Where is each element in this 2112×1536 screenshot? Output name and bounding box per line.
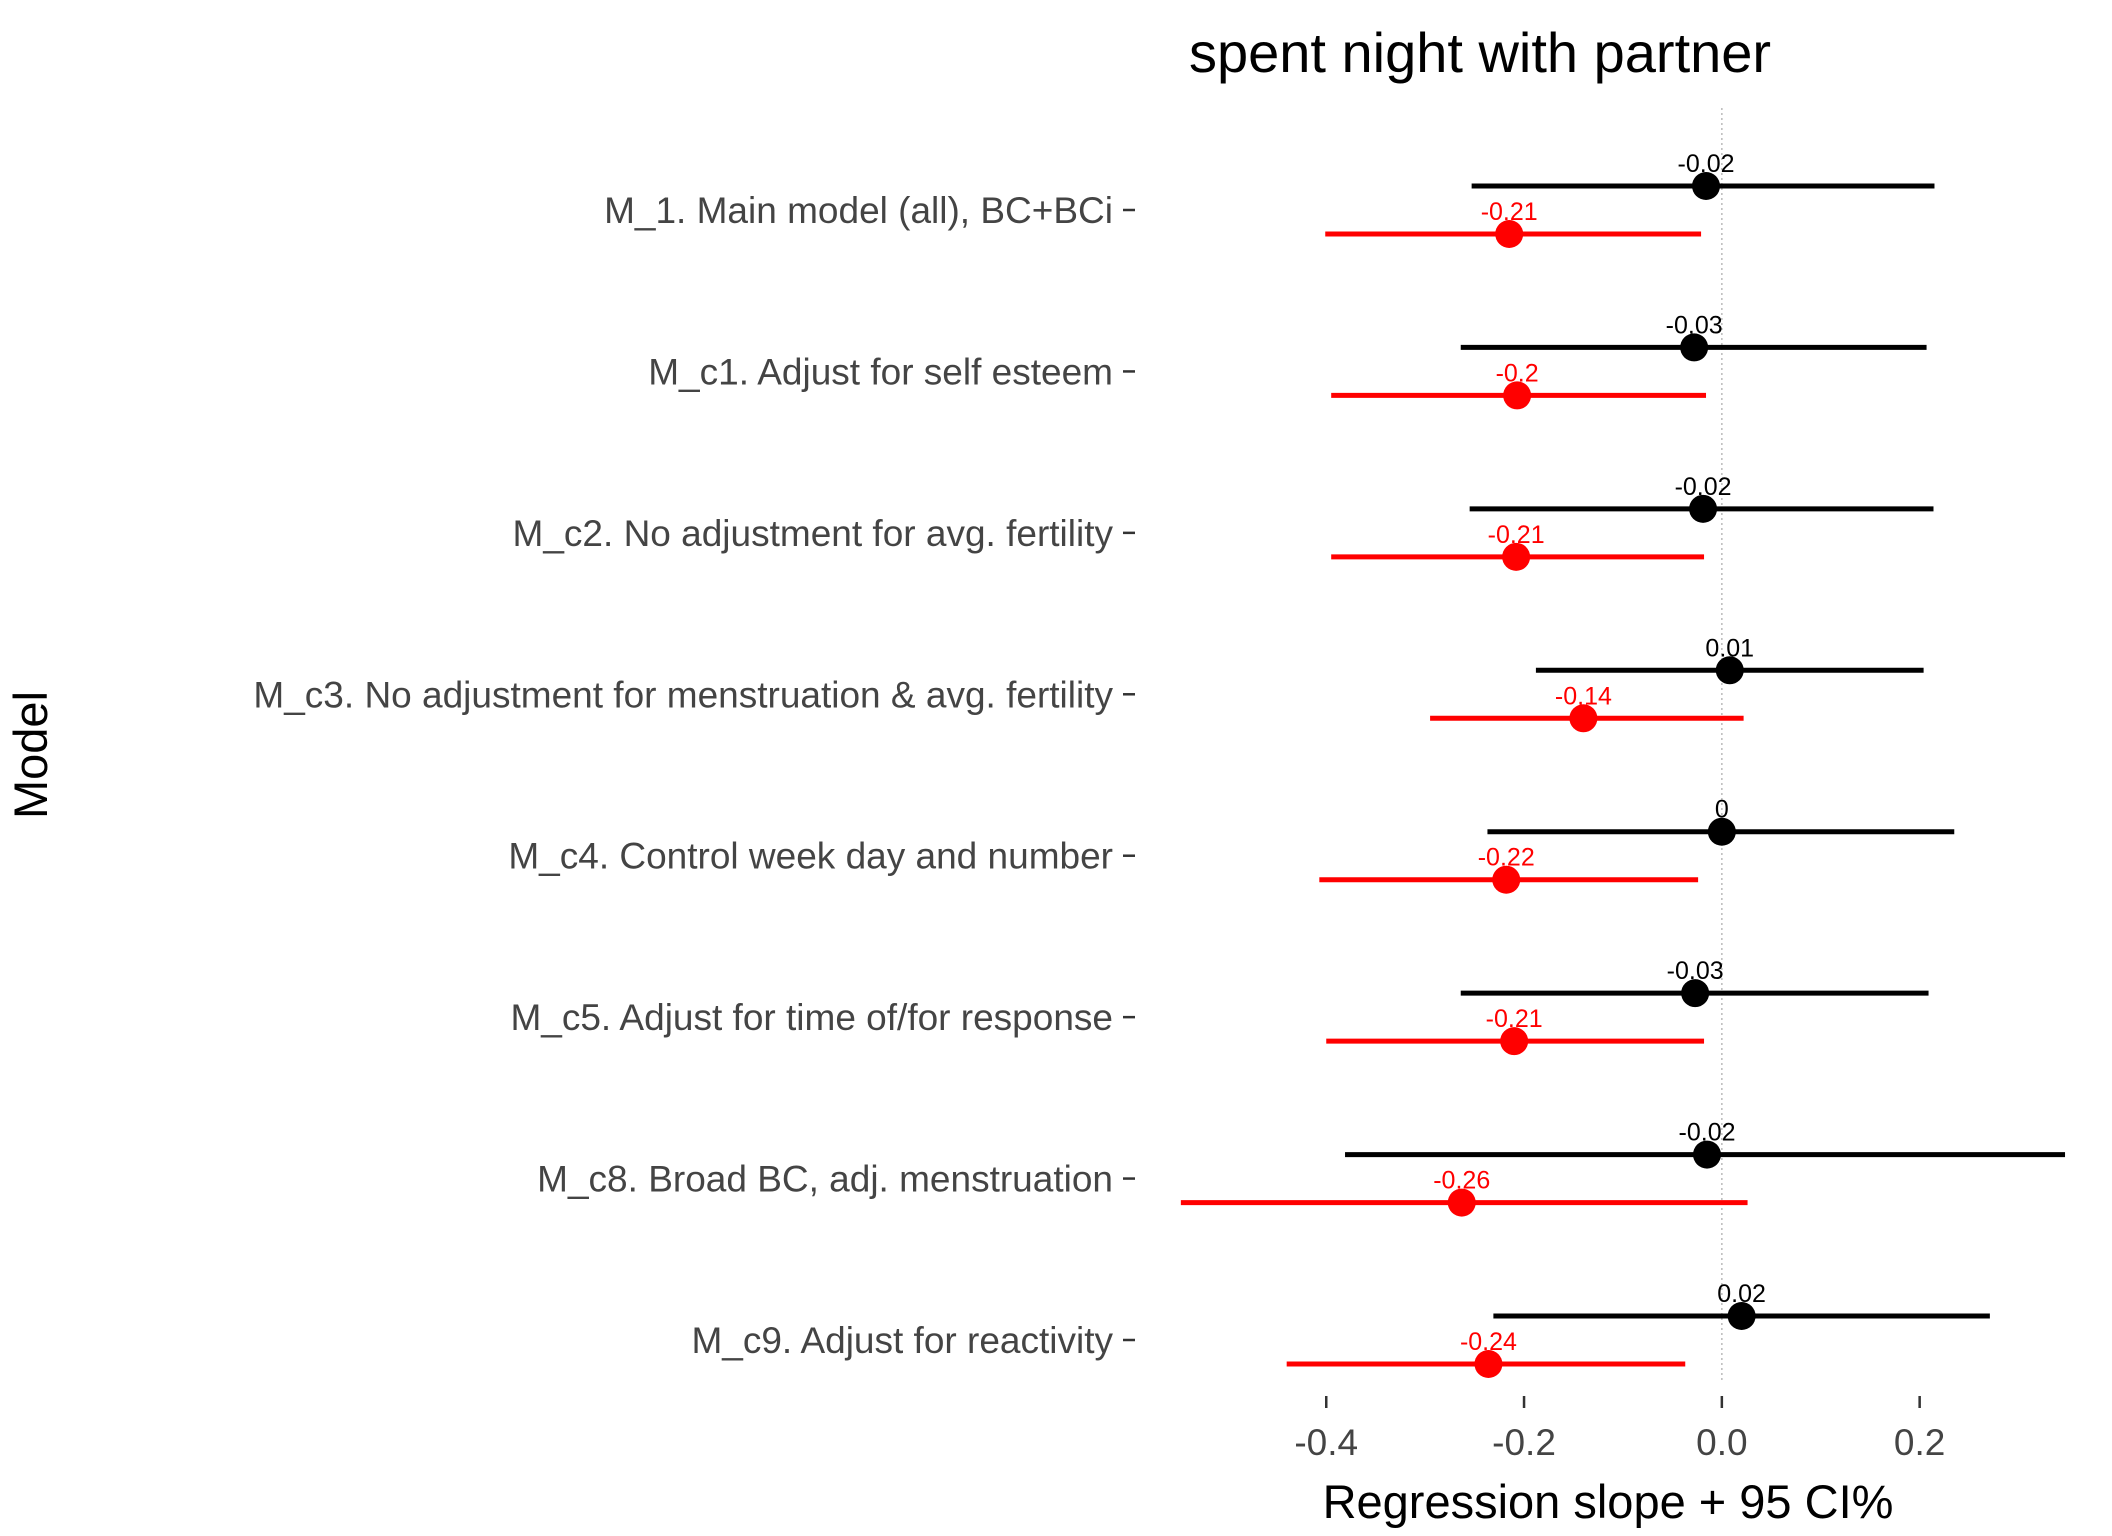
value-label: -0.26 — [1433, 1167, 1490, 1195]
value-label: -0.02 — [1675, 473, 1732, 501]
estimate-point — [1689, 494, 1718, 523]
x-tick-label: -0.4 — [1294, 1422, 1358, 1463]
estimate-point — [1681, 979, 1710, 1008]
x-tick-label: -0.2 — [1492, 1422, 1556, 1463]
estimate-point — [1447, 1188, 1476, 1217]
estimate-point — [1707, 817, 1736, 846]
value-label: -0.03 — [1666, 311, 1723, 339]
estimate-point — [1495, 220, 1524, 248]
value-label: -0.14 — [1555, 682, 1612, 710]
y-tick-label: M_1. Main model (all), BC+BCi — [604, 190, 1113, 231]
y-tick-label: M_c3. No adjustment for menstruation & a… — [253, 674, 1113, 715]
estimate-point — [1715, 656, 1744, 685]
y-tick-label: M_c1. Adjust for self esteem — [648, 351, 1113, 392]
value-label: -0.02 — [1678, 150, 1735, 178]
value-label: 0.01 — [1705, 634, 1754, 662]
y-tick-label: M_c8. Broad BC, adj. menstruation — [537, 1159, 1113, 1200]
value-label: -0.03 — [1667, 957, 1724, 985]
estimate-point — [1502, 542, 1531, 571]
y-tick-label: M_c5. Adjust for time of/for response — [510, 997, 1113, 1038]
value-label: -0.22 — [1478, 844, 1535, 872]
y-axis: M_1. Main model (all), BC+BCi M_c1. Adjus… — [253, 190, 1135, 1361]
value-label: 0 — [1715, 796, 1729, 824]
value-label: 0.02 — [1717, 1280, 1766, 1308]
estimate-point — [1680, 333, 1709, 362]
y-tick-label: M_c2. No adjustment for avg. fertility — [513, 513, 1114, 554]
estimate-point — [1727, 1302, 1756, 1330]
x-tick-label: 0.0 — [1696, 1422, 1747, 1463]
estimate-point — [1492, 865, 1521, 894]
estimate-point — [1503, 381, 1532, 410]
x-tick-label: 0.2 — [1894, 1422, 1945, 1463]
value-label: -0.02 — [1679, 1119, 1736, 1147]
series-2: -0.21 -0.2 -0.21 -0.14 -0.22 -0.21 -0.26 -0.24 — [1180, 198, 1748, 1378]
estimate-point — [1474, 1350, 1503, 1378]
series-1: -0.02 -0.03 -0.02 0.01 0 -0.03 -0.02 0.02 — [1345, 150, 2066, 1330]
estimate-point — [1692, 172, 1721, 200]
y-tick-label: M_c9. Adjust for reactivity — [691, 1320, 1113, 1361]
estimate-point — [1569, 704, 1598, 733]
value-label: -0.21 — [1486, 1005, 1543, 1033]
y-axis-title: Model — [4, 691, 57, 819]
value-label: -0.24 — [1460, 1328, 1517, 1356]
estimate-point — [1500, 1027, 1529, 1056]
x-axis: -0.4 -0.2 0.0 0.2 — [1294, 1396, 1945, 1463]
x-axis-title: Regression slope + 95 CI% — [1323, 1475, 1894, 1528]
plot-area: -0.02-0.03-0.020.010-0.03-0.020.02-0.21-… — [1180, 108, 2066, 1382]
value-label: -0.21 — [1488, 521, 1545, 549]
y-tick-label: M_c4. Control week day and number — [508, 836, 1113, 877]
value-label: -0.21 — [1481, 198, 1538, 226]
estimate-point — [1693, 1140, 1722, 1169]
value-label: -0.2 — [1496, 359, 1539, 387]
chart-title: spent night with partner — [1189, 21, 1771, 84]
